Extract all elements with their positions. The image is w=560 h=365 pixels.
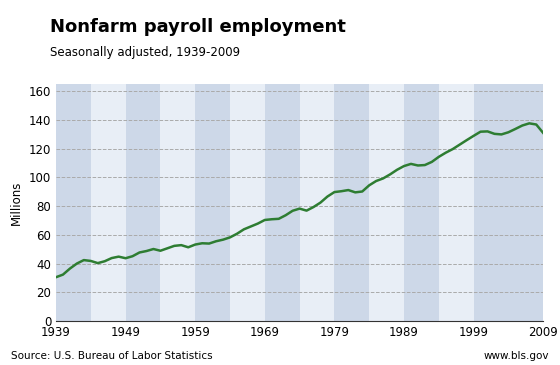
Text: Source: U.S. Bureau of Labor Statistics: Source: U.S. Bureau of Labor Statistics <box>11 351 213 361</box>
Bar <box>265 84 300 321</box>
Bar <box>404 84 439 321</box>
Text: Seasonally adjusted, 1939-2009: Seasonally adjusted, 1939-2009 <box>50 46 241 59</box>
Bar <box>56 84 91 321</box>
Text: Nonfarm payroll employment: Nonfarm payroll employment <box>50 18 346 36</box>
Bar <box>125 84 160 321</box>
Bar <box>508 84 543 321</box>
Text: www.bls.gov: www.bls.gov <box>483 351 549 361</box>
Y-axis label: Millions: Millions <box>10 180 23 225</box>
Bar <box>334 84 369 321</box>
Bar <box>474 84 508 321</box>
Bar <box>195 84 230 321</box>
